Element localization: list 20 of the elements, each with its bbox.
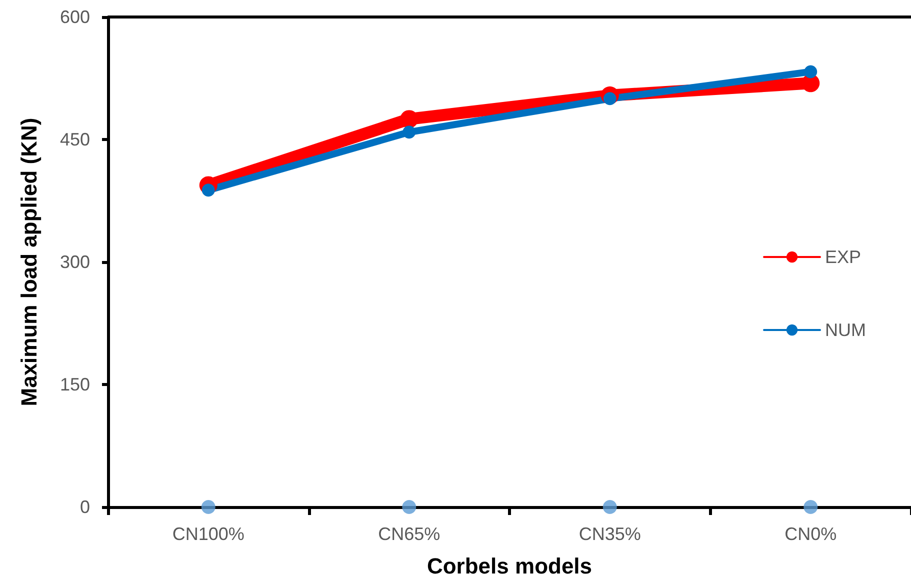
y-tick-label: 300 <box>60 252 90 272</box>
x-axis-title: Corbels models <box>426 554 592 578</box>
y-tick-label: 0 <box>80 497 90 517</box>
point <box>201 500 216 514</box>
y-tick-label: 600 <box>60 7 90 27</box>
x-tick-label: CN65% <box>378 524 440 544</box>
point <box>402 500 416 514</box>
x-tick-label: CN0% <box>784 524 837 544</box>
y-axis-title: Maximum load applied (KN) <box>16 118 42 406</box>
y-tick-label: 450 <box>60 130 90 150</box>
point <box>402 126 416 139</box>
y-tick-label: 150 <box>60 374 90 394</box>
x-tick-label: CN35% <box>578 524 641 544</box>
x-tick-label: CN100% <box>172 524 244 544</box>
point <box>804 65 818 78</box>
legend-label: NUM <box>825 320 866 340</box>
legend-label: EXP <box>825 247 862 267</box>
point <box>602 500 617 514</box>
point <box>804 500 818 514</box>
point <box>400 110 418 128</box>
